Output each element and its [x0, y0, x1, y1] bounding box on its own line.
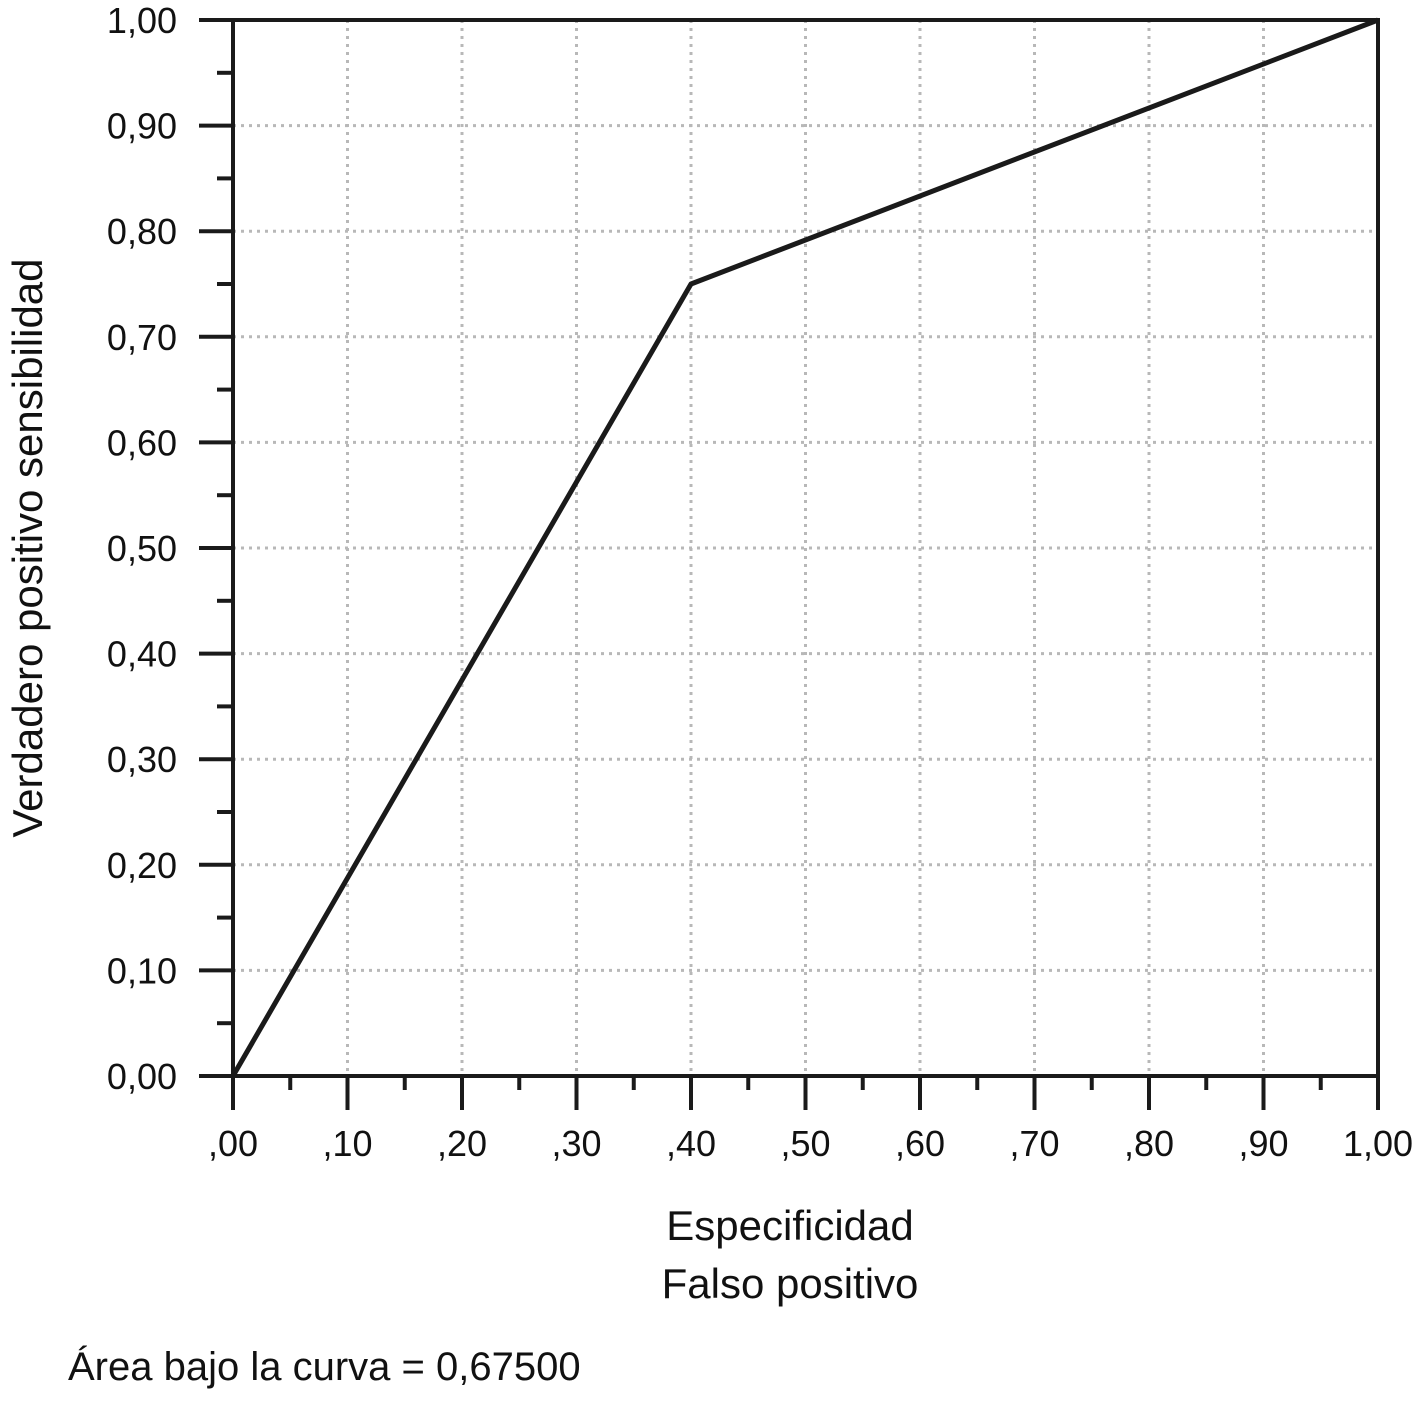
- x-axis-label-secondary: Falso positivo: [662, 1260, 919, 1307]
- x-tick-label-1: ,10: [322, 1123, 372, 1164]
- y-axis-label: Verdadero positivo sensibilidad: [4, 258, 51, 837]
- y-tick-label-2: 0,20: [107, 845, 177, 886]
- x-tick-label-9: ,90: [1238, 1123, 1288, 1164]
- x-tick-label-6: ,60: [895, 1123, 945, 1164]
- x-tick-label-3: ,30: [551, 1123, 601, 1164]
- x-tick-label-5: ,50: [780, 1123, 830, 1164]
- x-tick-label-4: ,40: [666, 1123, 716, 1164]
- auc-annotation: Área bajo la curva = 0,67500: [68, 1344, 581, 1389]
- y-tick-label-1: 0,10: [107, 950, 177, 991]
- roc-curve-line-0: [230, 17, 1379, 1078]
- x-tick-label-10: 1,00: [1343, 1123, 1413, 1164]
- y-tick-label-8: 0,80: [107, 211, 177, 252]
- y-tick-label-5: 0,50: [107, 528, 177, 569]
- x-tick-label-2: ,20: [437, 1123, 487, 1164]
- y-tick-label-6: 0,60: [107, 422, 177, 463]
- y-tick-label-3: 0,30: [107, 739, 177, 780]
- x-tick-label-7: ,70: [1009, 1123, 1059, 1164]
- y-tick-label-9: 0,90: [107, 106, 177, 147]
- y-tick-label-4: 0,40: [107, 634, 177, 675]
- y-tick-label-10: 1,00: [107, 0, 177, 41]
- grid-lines: [233, 20, 1378, 1076]
- x-axis-ticks: ,00 ,10 ,20 ,30 ,40 ,50 ,60 ,70 ,80 ,90 1,00: [208, 1076, 1413, 1164]
- x-axis-label: Especificidad: [666, 1202, 913, 1249]
- y-tick-label-7: 0,70: [107, 317, 177, 358]
- series-layer: [230, 17, 1379, 1078]
- x-tick-label-8: ,80: [1124, 1123, 1174, 1164]
- x-tick-label-0: ,00: [208, 1123, 258, 1164]
- y-axis-ticks: 0,00 0,10 0,20 0,30 0,40 0,50 0,60 0,70 0,80 0,90…: [107, 0, 233, 1097]
- y-tick-label-0: 0,00: [107, 1056, 177, 1097]
